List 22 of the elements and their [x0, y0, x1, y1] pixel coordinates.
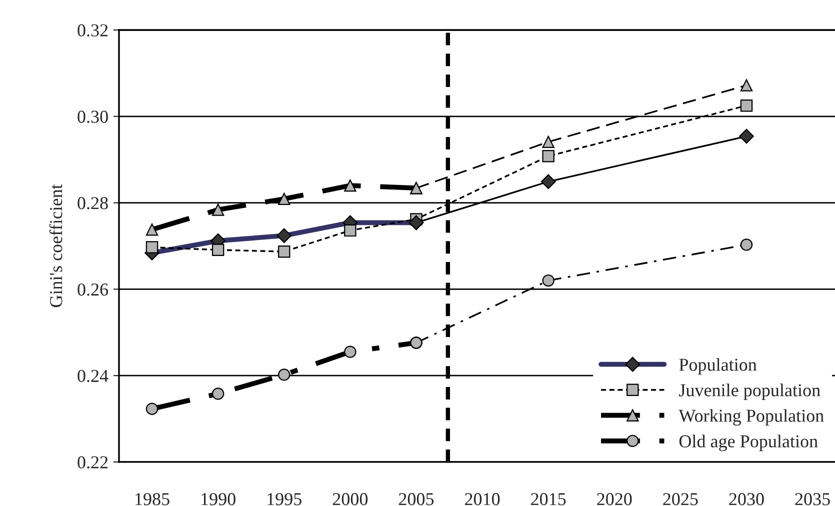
x-tick-label: 2015	[531, 493, 566, 506]
y-tick-label: 0.32	[78, 24, 108, 37]
x-tick-label: 2020	[597, 493, 632, 506]
legend-label: Working Population	[678, 409, 824, 426]
legend-label: Old age Population	[679, 434, 818, 452]
x-tick-label: 1985	[136, 493, 170, 506]
x-tick-label: 2005	[398, 493, 434, 506]
legend-label: Juvenile population	[679, 384, 820, 400]
x-tick-label: 2030	[729, 493, 764, 506]
y-tick-label: 0.28	[78, 197, 108, 210]
x-tick-label: 1990	[202, 493, 236, 506]
x-tick-label: 1995	[268, 493, 302, 506]
x-tick-label: 2000	[332, 493, 368, 506]
y-tick-label: 0.26	[78, 283, 108, 296]
x-tick-label: 2010	[465, 493, 500, 506]
y-axis-title: Gini's coefficient	[49, 184, 62, 308]
legend-label: Population	[679, 358, 757, 375]
x-tick-label: 2025	[663, 493, 698, 506]
y-tick-label: 0.22	[78, 456, 108, 468]
y-tick-label: 0.30	[78, 110, 108, 123]
x-tick-label: 2035	[795, 493, 830, 506]
y-tick-label: 0.24	[78, 370, 108, 382]
